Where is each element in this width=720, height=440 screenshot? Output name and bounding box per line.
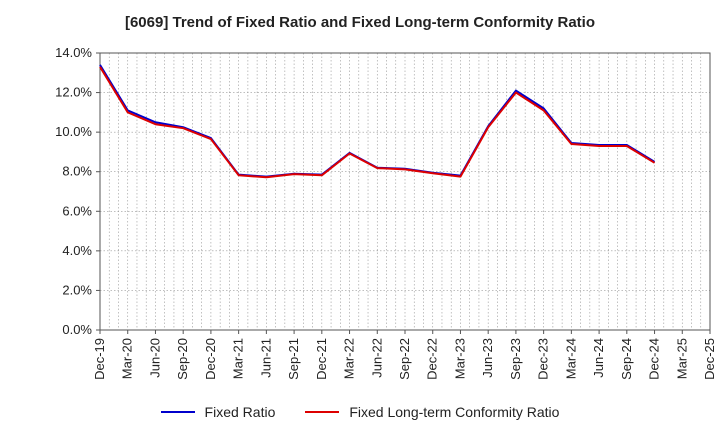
x-tick-label: Dec-21	[314, 338, 329, 380]
x-tick-label: Mar-22	[342, 338, 357, 379]
legend-item-fixed-long-term-conformity-ratio: Fixed Long-term Conformity Ratio	[305, 404, 559, 420]
legend-item-fixed-ratio: Fixed Ratio	[160, 404, 276, 420]
y-tick-label: 14.0%	[55, 45, 92, 60]
x-tick-label: Jun-21	[258, 338, 273, 378]
y-tick-label: 10.0%	[55, 124, 92, 139]
legend-swatch-fixed-long-term-conformity-ratio	[305, 411, 340, 413]
x-tick-label: Jun-23	[480, 338, 495, 378]
x-tick-label: Dec-25	[702, 338, 717, 380]
x-tick-label: Sep-24	[619, 338, 634, 380]
x-tick-label: Jun-20	[147, 338, 162, 378]
chart-title: [6069] Trend of Fixed Ratio and Fixed Lo…	[124, 14, 596, 31]
x-tick-label: Dec-24	[647, 338, 662, 380]
x-tick-label: Jun-24	[591, 338, 606, 378]
x-tick-label: Mar-25	[674, 338, 689, 379]
x-tick-label: Sep-23	[508, 338, 523, 380]
x-tick-label: Dec-19	[92, 338, 107, 380]
x-tick-label: Sep-22	[397, 338, 412, 380]
legend-swatch-fixed-ratio	[160, 411, 195, 413]
legend-label-fixed-ratio: Fixed Ratio	[204, 404, 276, 420]
y-tick-label: 8.0%	[62, 164, 92, 179]
plot-border	[99, 52, 711, 331]
x-tick-label: Dec-20	[203, 338, 218, 380]
line-chart: 0.0% 2.0% 4.0% 6.0% 8.0% 10.0% 12.0% 14.0% Dec-1…	[55, 45, 717, 380]
x-tick-label: Sep-20	[175, 338, 190, 380]
y-tick-label: 4.0%	[62, 243, 92, 258]
y-tick-label: 0.0%	[62, 322, 92, 337]
legend-label-fixed-long-term-conformity-ratio: Fixed Long-term Conformity Ratio	[349, 404, 560, 420]
series-line-fixed-long-term-conformity-ratio	[99, 66, 656, 179]
x-tick-label: Mar-21	[231, 338, 246, 379]
x-tick-label: Mar-24	[563, 338, 578, 379]
y-tick-label: 12.0%	[55, 85, 92, 100]
y-tick-label: 2.0%	[62, 282, 92, 297]
x-tick-label: Dec-23	[536, 338, 551, 380]
legend: Fixed Ratio Fixed Long-term Conformity R…	[0, 404, 720, 420]
x-tick-label: Sep-21	[286, 338, 301, 380]
x-tick-label: Mar-23	[452, 338, 467, 379]
y-tick-label: 6.0%	[62, 203, 92, 218]
x-tick-label: Dec-22	[425, 338, 440, 380]
x-tick-label: Mar-20	[120, 338, 135, 379]
x-tick-label: Jun-22	[369, 338, 384, 378]
